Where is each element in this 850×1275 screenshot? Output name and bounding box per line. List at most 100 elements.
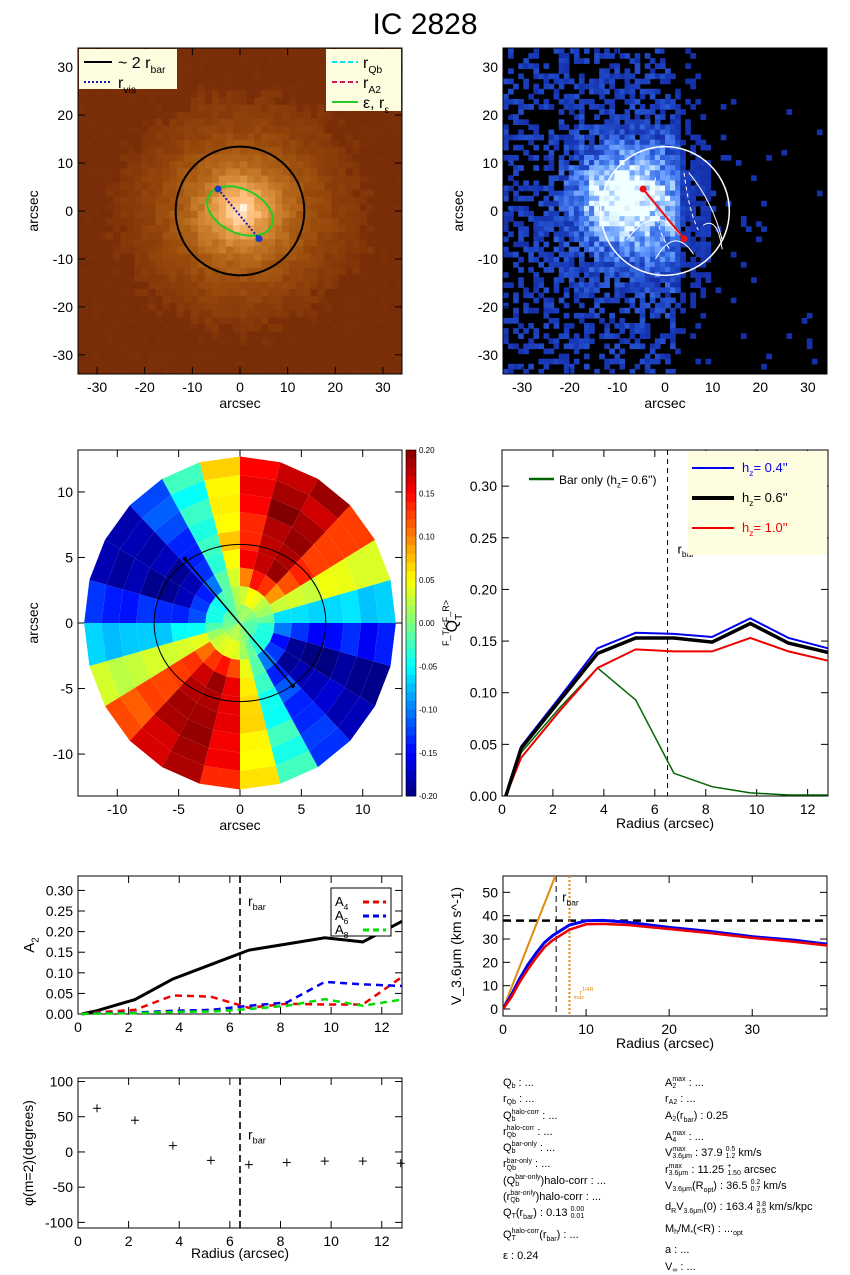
y-tick-label: 0.10: [470, 685, 497, 701]
image-pixel: [538, 221, 545, 227]
image-pixel: [649, 251, 656, 258]
image-pixel: [366, 288, 375, 297]
image-pixel: [604, 98, 610, 105]
image-pixel: [659, 73, 666, 80]
image-pixel: [169, 182, 178, 191]
legend-label: hz= 0.4'': [742, 460, 788, 478]
image-pixel: [197, 310, 206, 318]
image-pixel: [553, 88, 560, 95]
image-pixel: [225, 90, 234, 99]
image-pixel: [148, 97, 157, 106]
image-pixel: [338, 196, 347, 205]
image-pixel: [599, 53, 605, 59]
image-pixel: [394, 133, 402, 141]
image-pixel: [303, 281, 312, 290]
image-pixel: [380, 133, 389, 141]
image-pixel: [584, 241, 590, 248]
y-tick-label: 30: [482, 931, 498, 947]
image-pixel: [578, 73, 585, 80]
image-pixel: [533, 124, 540, 131]
image-pixel: [670, 241, 676, 248]
torque-cell: [142, 494, 180, 532]
image-pixel: [148, 253, 157, 262]
image-pixel: [528, 63, 534, 69]
image-pixel: [624, 267, 631, 273]
torque-cell: [240, 748, 276, 771]
image-pixel: [162, 352, 171, 361]
image-pixel: [310, 288, 319, 297]
image-pixel: [204, 76, 213, 85]
image-pixel: [120, 359, 128, 368]
image-pixel: [92, 288, 100, 297]
image-pixel: [106, 260, 114, 269]
torque-cell: [84, 623, 107, 667]
image-pixel: [148, 161, 157, 170]
image-pixel: [558, 68, 565, 75]
image-pixel: [289, 211, 297, 219]
image-pixel: [211, 69, 220, 77]
image-pixel: [232, 55, 241, 63]
image-pixel: [127, 154, 135, 162]
image-pixel: [558, 236, 565, 243]
image-pixel: [289, 48, 297, 56]
image-pixel: [92, 168, 100, 177]
image-pixel: [639, 307, 646, 314]
image-pixel: [578, 165, 585, 171]
image-pixel: [675, 231, 681, 238]
image-pixel: [624, 119, 631, 126]
image-pixel: [644, 200, 651, 207]
image-pixel: [665, 104, 671, 110]
image-pixel: [296, 218, 304, 226]
image-pixel: [352, 281, 361, 290]
image-pixel: [261, 288, 269, 297]
image-pixel: [190, 324, 199, 333]
image-pixel: [634, 185, 641, 192]
image-pixel: [211, 260, 220, 269]
image-pixel: [589, 216, 595, 222]
image-pixel: [275, 352, 283, 361]
image-pixel: [261, 118, 269, 127]
colorbar-cell: [406, 605, 416, 615]
image-pixel: [584, 175, 590, 182]
image-pixel: [261, 267, 269, 276]
image-pixel: [120, 331, 128, 340]
image-pixel: [675, 261, 681, 268]
image-pixel: [324, 366, 333, 374]
image-pixel: [225, 359, 234, 368]
image-pixel: [594, 149, 600, 156]
image-pixel: [523, 205, 529, 212]
image-pixel: [594, 312, 600, 319]
torque-cell: [248, 569, 266, 591]
image-pixel: [380, 196, 389, 205]
image-pixel: [190, 125, 199, 134]
image-pixel: [106, 203, 114, 212]
image-pixel: [204, 90, 213, 99]
image-pixel: [134, 147, 142, 155]
image-pixel: [387, 296, 396, 304]
image-pixel: [106, 310, 114, 318]
image-pixel: [609, 98, 615, 105]
image-pixel: [614, 353, 621, 360]
stat-scripts: 2: [672, 1109, 676, 1123]
image-pixel: [282, 125, 290, 134]
bar-line: [184, 558, 294, 687]
image-pixel: [380, 352, 389, 361]
stat-text: : ...: [685, 1131, 704, 1144]
image-pixel: [176, 310, 185, 318]
image-pixel: [594, 104, 600, 110]
image-pixel: [563, 211, 570, 217]
image-pixel: [127, 161, 135, 170]
image-pixel: [268, 189, 276, 198]
image-pixel: [254, 196, 262, 205]
image-pixel: [148, 239, 157, 248]
image-pixel: [218, 225, 227, 233]
image-pixel: [604, 221, 610, 227]
torque-cell: [288, 557, 315, 587]
image-pixel: [695, 277, 702, 283]
image-pixel: [148, 189, 157, 198]
image-pixel: [594, 114, 600, 120]
image-pixel: [162, 239, 171, 248]
image-pixel: [659, 114, 666, 120]
image-pixel: [106, 366, 114, 374]
